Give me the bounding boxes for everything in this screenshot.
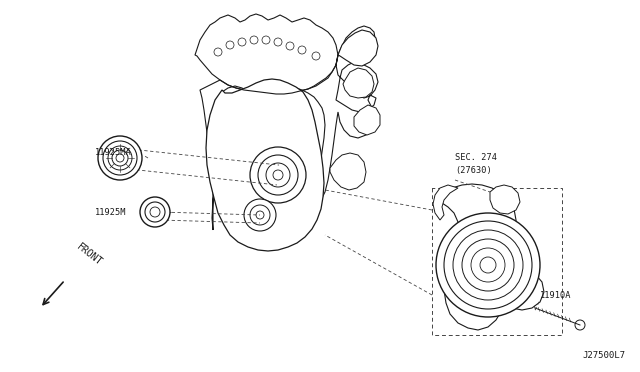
Circle shape [244,199,276,231]
Polygon shape [490,185,520,214]
Circle shape [250,147,306,203]
Text: 11925M: 11925M [95,208,127,217]
Circle shape [436,213,540,317]
Text: J27500L7: J27500L7 [582,351,625,360]
Text: SEC. 274: SEC. 274 [455,153,497,161]
Text: (27630): (27630) [455,166,492,174]
Polygon shape [354,105,380,135]
Text: 11925MA: 11925MA [95,148,132,157]
Polygon shape [343,68,374,98]
Polygon shape [206,79,324,251]
Text: 11910A: 11910A [540,291,572,299]
Circle shape [140,197,170,227]
Polygon shape [330,153,366,190]
Polygon shape [338,30,378,66]
Text: FRONT: FRONT [75,242,104,268]
Polygon shape [433,185,458,220]
Polygon shape [440,184,544,330]
Circle shape [98,136,142,180]
